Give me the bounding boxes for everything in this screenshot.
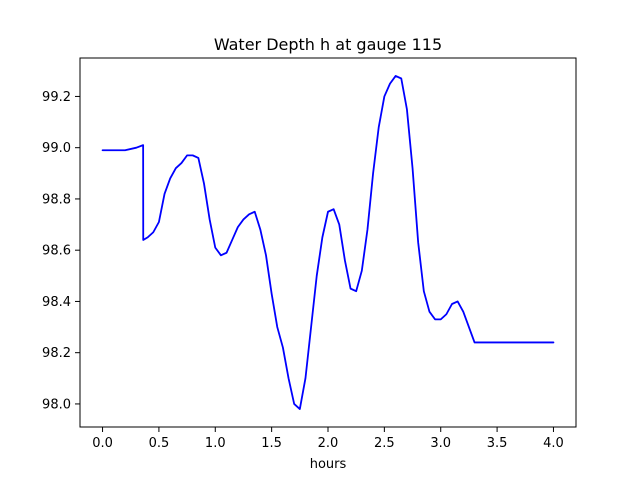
- x-tick-label: 1.5: [261, 436, 282, 451]
- x-axis-label: hours: [310, 457, 347, 472]
- series-line-0: [101, 75, 555, 410]
- y-tick-label: 98.4: [42, 295, 71, 310]
- x-tick-label: 0.5: [149, 436, 170, 451]
- chart-title: Water Depth h at gauge 115: [214, 35, 442, 54]
- x-tick-label: 2.5: [374, 436, 395, 451]
- x-tick-label: 2.0: [318, 436, 339, 451]
- x-tick-label: 0.0: [92, 436, 113, 451]
- y-tick-label: 99.0: [42, 141, 71, 156]
- x-tick-label: 4.0: [543, 436, 564, 451]
- x-tick-label: 3.0: [430, 436, 451, 451]
- y-tick-label: 99.2: [42, 90, 71, 105]
- y-tick-label: 98.6: [42, 244, 71, 259]
- x-axis-ticks: 0.0 0.5 1.0 1.5 2.0 2.5 3.0 3.5 4.0: [92, 427, 564, 451]
- y-tick-label: 98.8: [42, 192, 71, 207]
- x-tick-label: 1.0: [205, 436, 226, 451]
- x-tick-label: 3.5: [487, 436, 508, 451]
- y-axis-ticks: 98.0 98.2 98.4 98.6 98.8 99.0 99.2: [42, 90, 80, 412]
- y-tick-label: 98.2: [42, 346, 71, 361]
- y-tick-label: 98.0: [42, 397, 71, 412]
